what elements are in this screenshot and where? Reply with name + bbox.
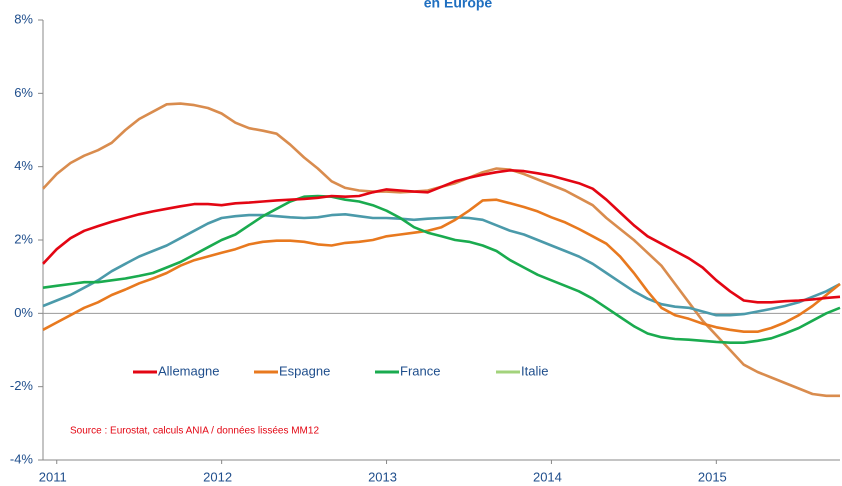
y-tick-label: 2% bbox=[14, 231, 33, 246]
series-line bbox=[42, 194, 841, 344]
series-line bbox=[42, 198, 841, 333]
y-tick-label: 4% bbox=[14, 158, 33, 173]
series-line bbox=[42, 102, 840, 398]
legend-label: Espagne bbox=[279, 363, 330, 378]
x-tick-label: 2014 bbox=[533, 469, 562, 484]
legend-label: France bbox=[400, 363, 440, 378]
y-tick-label: -4% bbox=[10, 451, 34, 466]
source-note: Source : Eurostat, calculs ANIA / donnée… bbox=[70, 426, 319, 437]
x-tick-label: 2015 bbox=[698, 469, 727, 484]
chart-title: en Europe bbox=[424, 0, 493, 11]
y-tick-label: -2% bbox=[10, 378, 34, 393]
x-tick-label: 2013 bbox=[368, 469, 397, 484]
legend-label: Allemagne bbox=[158, 363, 219, 378]
series-line bbox=[42, 213, 841, 317]
x-tick-label: 2012 bbox=[203, 469, 232, 484]
y-tick-label: 6% bbox=[14, 85, 33, 100]
y-tick-label: 8% bbox=[14, 11, 33, 26]
series-line bbox=[42, 169, 841, 304]
y-tick-label: 0% bbox=[14, 305, 33, 320]
x-tick-label: 2011 bbox=[39, 469, 67, 484]
legend-label: Italie bbox=[521, 363, 548, 378]
